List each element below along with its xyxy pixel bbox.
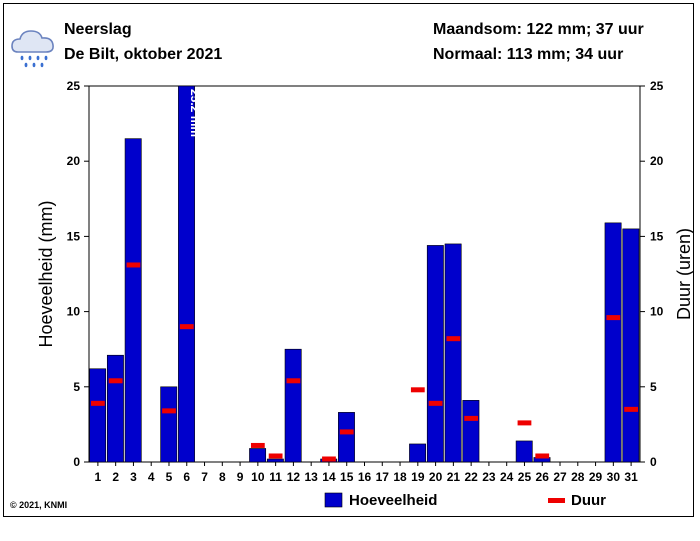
y-tick-label: 20 <box>67 154 81 168</box>
precip-bar <box>426 245 444 463</box>
x-tick-label: 16 <box>358 470 372 484</box>
precip-bar <box>284 348 302 463</box>
overflow-label: 25.2 mm <box>188 89 202 137</box>
precip-bar <box>89 368 107 463</box>
x-tick-label: 29 <box>589 470 603 484</box>
precip-bar <box>604 222 622 463</box>
x-tick-label: 28 <box>571 470 585 484</box>
duration-marker <box>162 408 176 414</box>
y-axis-label: Hoeveelheid (mm) <box>36 200 56 347</box>
x-tick-label: 31 <box>624 470 638 484</box>
y2-tick-label: 0 <box>650 455 657 469</box>
copyright: © 2021, KNMI <box>10 500 68 510</box>
x-tick-label: 1 <box>95 470 102 484</box>
duration-marker <box>179 324 194 330</box>
x-tick-label: 7 <box>201 470 208 484</box>
y-tick-label: 5 <box>73 380 80 394</box>
x-tick-label: 19 <box>411 470 425 484</box>
duration-marker <box>322 456 336 462</box>
monthly-normal: Normaal: 113 mm; 34 uur <box>433 46 624 63</box>
x-tick-label: 12 <box>287 470 301 484</box>
x-tick-label: 18 <box>393 470 407 484</box>
duration-marker <box>410 387 425 393</box>
x-tick-label: 8 <box>219 470 226 484</box>
x-tick-label: 17 <box>376 470 390 484</box>
duration-marker <box>606 315 621 321</box>
duration-marker <box>339 429 354 435</box>
duration-marker <box>126 262 141 268</box>
y-tick-label: 0 <box>73 455 80 469</box>
x-tick-label: 5 <box>166 470 173 484</box>
y2-tick-label: 10 <box>650 305 664 319</box>
x-tick-label: 3 <box>130 470 137 484</box>
chart-frame <box>3 3 694 517</box>
y-tick-label: 15 <box>67 229 81 243</box>
precip-bar <box>124 138 142 463</box>
x-tick-label: 9 <box>237 470 244 484</box>
precip-bar <box>266 458 284 463</box>
x-tick-label: 2 <box>112 470 119 484</box>
duration-marker <box>624 406 638 412</box>
precip-bar <box>515 440 533 463</box>
x-tick-label: 4 <box>148 470 155 484</box>
y-tick-label: 25 <box>67 79 81 93</box>
precip-bar <box>409 443 427 463</box>
precip-bar <box>160 386 178 463</box>
rain-cloud-icon <box>11 30 54 68</box>
x-tick-label: 30 <box>607 470 621 484</box>
precip-bar <box>622 228 640 463</box>
chart-subtitle: De Bilt, oktober 2021 <box>64 46 223 63</box>
x-tick-label: 25 <box>518 470 532 484</box>
y2-tick-label: 20 <box>650 154 664 168</box>
x-tick-label: 23 <box>482 470 496 484</box>
duration-marker <box>268 453 283 459</box>
y2-tick-label: 15 <box>650 229 664 243</box>
x-tick-label: 13 <box>304 470 318 484</box>
x-tick-label: 20 <box>429 470 443 484</box>
precip-bar <box>338 412 355 463</box>
x-tick-label: 27 <box>553 470 567 484</box>
duration-marker <box>91 400 105 406</box>
y2-tick-label: 5 <box>650 380 657 394</box>
legend-duur-label: Duur <box>571 492 606 509</box>
precip-bar <box>249 448 267 463</box>
duration-marker <box>250 442 265 448</box>
precip-bar <box>462 400 480 463</box>
chart-title: Neerslag <box>64 21 132 38</box>
duration-marker <box>535 453 550 459</box>
monthly-sum: Maandsom: 122 mm; 37 uur <box>433 21 644 38</box>
duration-marker <box>517 420 532 426</box>
x-tick-label: 26 <box>536 470 550 484</box>
duration-marker <box>428 400 443 406</box>
legend-hoeveelheid-label: Hoeveelheid <box>349 492 437 509</box>
x-tick-label: 6 <box>183 470 190 484</box>
x-tick-label: 15 <box>340 470 354 484</box>
x-tick-label: 24 <box>500 470 514 484</box>
precip-bar <box>444 243 462 463</box>
duration-marker <box>108 378 123 384</box>
x-tick-label: 14 <box>322 470 336 484</box>
duration-marker <box>286 378 301 384</box>
y-tick-label: 10 <box>67 305 81 319</box>
duration-marker <box>446 336 461 342</box>
y2-axis-label: Duur (uren) <box>674 228 694 320</box>
x-tick-label: 10 <box>251 470 265 484</box>
duration-marker <box>464 415 479 421</box>
legend-duur-swatch <box>548 498 565 503</box>
precip-bar <box>178 85 195 463</box>
x-tick-label: 11 <box>269 470 282 484</box>
x-tick-label: 22 <box>464 470 478 484</box>
precip-bar <box>106 354 124 463</box>
y2-tick-label: 25 <box>650 79 664 93</box>
legend-hoeveelheid-swatch <box>324 492 343 508</box>
x-tick-label: 21 <box>447 470 461 484</box>
